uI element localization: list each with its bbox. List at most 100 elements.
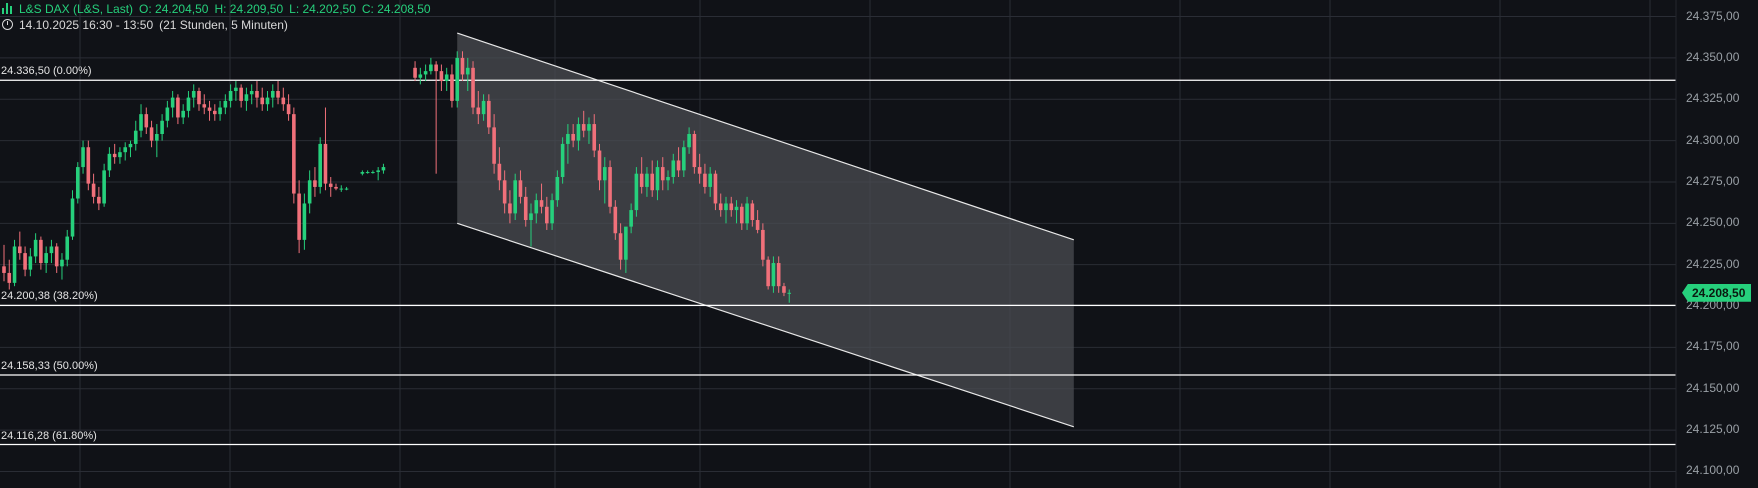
candle-body xyxy=(497,163,502,181)
candle-body xyxy=(523,196,528,221)
price-axis-tick-label: 24.175,00 xyxy=(1686,339,1740,354)
candle-body xyxy=(33,239,38,257)
candle-body xyxy=(118,152,122,158)
price-axis-tick-label: 24.325,00 xyxy=(1686,91,1740,106)
candle-body xyxy=(560,143,565,178)
candle-body xyxy=(434,64,438,72)
candle-body xyxy=(228,90,233,101)
candle-body xyxy=(86,147,91,184)
candle-body xyxy=(539,200,544,207)
candle-body xyxy=(23,253,27,270)
candle-body xyxy=(381,167,386,171)
candle-body xyxy=(513,180,517,214)
candle-body xyxy=(740,206,744,224)
candle-body xyxy=(155,133,159,141)
candle-body xyxy=(302,203,307,240)
candle-body xyxy=(660,167,665,181)
candle-body xyxy=(487,100,491,128)
open-value: O: 24.204,50 xyxy=(139,2,209,16)
channel-lower-line xyxy=(457,222,1074,428)
candle-body xyxy=(645,173,649,187)
candle-body xyxy=(75,167,80,199)
candle-body xyxy=(618,233,623,260)
candle-body xyxy=(102,170,106,204)
candle-body xyxy=(376,170,380,173)
candle-body xyxy=(708,173,712,187)
candle-body xyxy=(328,183,333,187)
candle-body xyxy=(133,130,138,144)
price-axis-tick-label: 24.350,00 xyxy=(1686,49,1740,64)
candle-body xyxy=(465,67,470,75)
candle-body xyxy=(450,74,454,101)
candle-body xyxy=(139,114,143,131)
clock-icon xyxy=(2,19,13,30)
symbol-header: L&S DAX (L&S, Last) O: 24.204,50 H: 24.209… xyxy=(2,2,437,16)
candle-body xyxy=(634,173,639,211)
price-axis-tick-label: 24.150,00 xyxy=(1686,380,1740,395)
candle-body xyxy=(650,173,655,191)
candle-body xyxy=(423,71,428,75)
candle-body xyxy=(239,87,243,101)
bars-logo-icon xyxy=(2,3,13,14)
candle-body xyxy=(44,253,48,264)
candle-body xyxy=(49,246,54,254)
candle-body xyxy=(787,292,792,294)
candle-body xyxy=(313,180,317,187)
candle-body xyxy=(202,104,207,108)
price-axis-tick-label: 24.375,00 xyxy=(1686,8,1740,23)
price-axis-tick-label: 24.250,00 xyxy=(1686,215,1740,230)
candle-body xyxy=(123,147,128,153)
candle-body xyxy=(365,172,370,174)
duration: (21 Stunden, 5 Minuten) xyxy=(159,18,288,32)
grid-lines xyxy=(0,0,1676,488)
candle-body xyxy=(270,90,275,98)
fib-level-label: 24.336,50 (0.00%) xyxy=(1,65,92,78)
candle-body xyxy=(471,67,475,108)
high-value: H: 24.209,50 xyxy=(214,2,284,16)
candle-body xyxy=(444,74,449,82)
candle-body xyxy=(718,203,723,211)
channel-fill xyxy=(457,33,1074,427)
fib-levels[interactable] xyxy=(0,79,1676,446)
candle-body xyxy=(502,180,507,204)
candle-body xyxy=(529,213,533,221)
parallel-channel[interactable] xyxy=(457,32,1075,428)
candle-body xyxy=(566,133,570,144)
candle-body xyxy=(713,173,718,204)
time-range: 14.10.2025 16:30 - 13:50 xyxy=(19,18,154,32)
candle-body xyxy=(429,64,433,72)
candle-body xyxy=(318,143,322,187)
candle-body xyxy=(492,127,496,164)
candle-body xyxy=(97,196,101,204)
candle-body xyxy=(734,206,739,211)
candle-body xyxy=(107,153,112,171)
candle-body xyxy=(297,193,301,240)
candle-body xyxy=(671,160,676,178)
candle-body xyxy=(592,124,597,151)
candle-body xyxy=(81,147,85,168)
instrument-name[interactable]: L&S DAX (L&S, Last) xyxy=(19,2,134,16)
candle-body xyxy=(323,143,328,184)
candle-body xyxy=(597,150,602,181)
candle-body xyxy=(550,200,554,224)
candle-body xyxy=(334,186,338,189)
candle-body xyxy=(534,200,539,214)
candle-body xyxy=(666,177,670,181)
low-value: L: 24.202,50 xyxy=(289,2,356,16)
candle-body xyxy=(682,147,686,171)
candle-body xyxy=(571,133,575,141)
candle-body xyxy=(207,107,212,111)
candle-body xyxy=(307,180,312,204)
candle-body xyxy=(608,167,612,207)
candle-body xyxy=(344,188,349,190)
candle-body xyxy=(28,256,33,270)
candle-body xyxy=(687,133,691,148)
candle-body xyxy=(703,173,707,187)
candle-body xyxy=(581,124,586,131)
candle-body xyxy=(160,120,164,134)
candle-body xyxy=(729,203,734,211)
time-header: 14.10.2025 16:30 - 13:50 (21 Stunden, 5 M… xyxy=(2,18,294,32)
candle-body xyxy=(655,167,660,191)
candle-body xyxy=(508,203,512,214)
